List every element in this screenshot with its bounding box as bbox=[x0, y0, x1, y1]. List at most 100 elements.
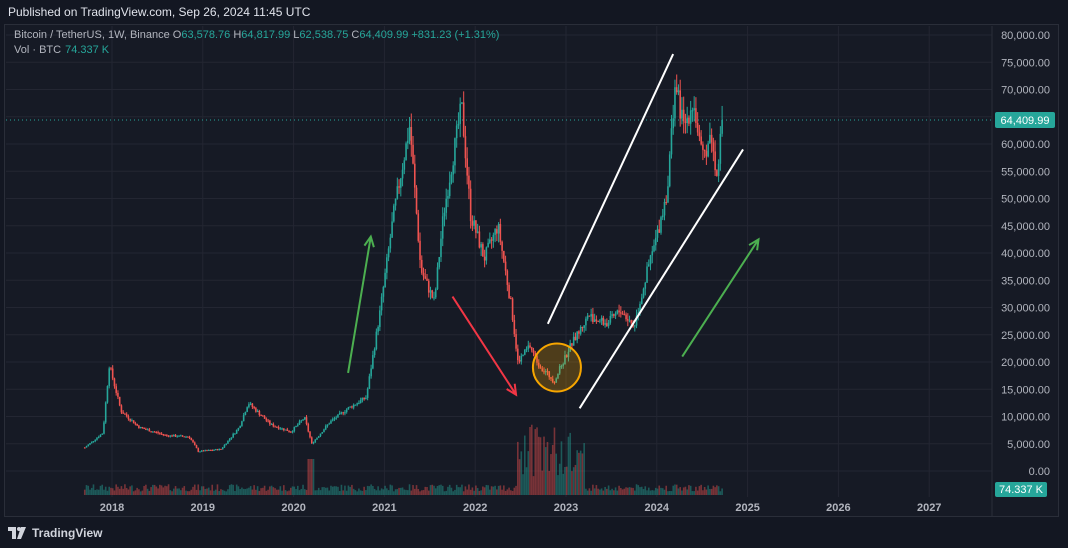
candle-body bbox=[262, 415, 264, 417]
candle-body bbox=[593, 319, 596, 322]
volume-bar bbox=[244, 489, 247, 495]
symbol-label[interactable]: Bitcoin / TetherUS, 1W, Binance bbox=[14, 29, 170, 41]
high-label: H bbox=[233, 29, 242, 41]
tradingview-brand[interactable]: TradingView bbox=[8, 526, 102, 540]
volume-bar bbox=[653, 490, 655, 495]
volume-bar bbox=[534, 429, 537, 495]
volume-bar bbox=[483, 487, 486, 495]
chart-frame[interactable] bbox=[4, 24, 1059, 517]
candle-body bbox=[565, 355, 568, 358]
volume-bar bbox=[153, 484, 156, 495]
candle-body bbox=[232, 433, 234, 438]
volume-label[interactable]: Vol · BTC bbox=[14, 44, 62, 56]
volume-bar bbox=[703, 486, 706, 495]
volume-bar bbox=[485, 484, 488, 495]
volume-bar bbox=[654, 487, 657, 495]
candle-body bbox=[422, 272, 425, 277]
change-value: +831.23 (+1.31%) bbox=[411, 29, 500, 41]
candle-body bbox=[134, 423, 137, 425]
published-text: Published on TradingView.com, Sep 26, 20… bbox=[8, 5, 311, 19]
candle-body bbox=[92, 441, 95, 443]
candle-body bbox=[307, 423, 310, 432]
candle-body bbox=[562, 364, 565, 366]
volume-bar bbox=[138, 489, 140, 495]
volume-bar bbox=[340, 484, 343, 495]
candle-body bbox=[296, 424, 299, 426]
candle-body bbox=[179, 435, 182, 437]
candle-body bbox=[99, 434, 102, 437]
candle-body bbox=[583, 325, 585, 328]
candle-body bbox=[178, 435, 180, 437]
candle-body bbox=[159, 433, 161, 435]
candle-body bbox=[288, 430, 290, 432]
candle-body bbox=[471, 221, 474, 226]
volume-bar bbox=[452, 491, 454, 495]
candle-body bbox=[588, 315, 591, 317]
candle-body bbox=[216, 449, 219, 451]
candle-body bbox=[499, 224, 502, 242]
candle-body bbox=[520, 355, 523, 362]
x-tick-label: 2021 bbox=[372, 502, 396, 514]
candle-body bbox=[536, 355, 538, 363]
volume-bar bbox=[702, 490, 704, 495]
volume-bar bbox=[567, 436, 570, 495]
volume-bar bbox=[354, 490, 357, 495]
volume-bar bbox=[185, 490, 187, 495]
volume-bar bbox=[546, 441, 549, 495]
candle-body bbox=[188, 436, 191, 438]
red-trend-arrow-head bbox=[506, 383, 518, 397]
candle-body bbox=[586, 315, 589, 319]
candle-body bbox=[211, 450, 214, 452]
candle-body bbox=[181, 435, 184, 437]
volume-bar bbox=[281, 490, 283, 495]
volume-bar bbox=[97, 489, 100, 495]
candle-body bbox=[413, 163, 416, 188]
candle-body bbox=[227, 440, 229, 444]
volume-bar bbox=[450, 487, 453, 495]
volume-bar bbox=[178, 488, 180, 495]
candle-body bbox=[309, 431, 311, 438]
volume-bar bbox=[536, 427, 538, 495]
volume-bar bbox=[326, 487, 329, 495]
volume-bar bbox=[366, 485, 369, 495]
volume-bar bbox=[515, 485, 517, 495]
volume-bar bbox=[190, 489, 193, 495]
candle-body bbox=[613, 314, 615, 316]
volume-bar bbox=[169, 490, 172, 495]
volume-bar bbox=[466, 489, 468, 495]
candle-body bbox=[122, 412, 124, 414]
candle-body bbox=[173, 434, 175, 437]
volume-bar bbox=[365, 490, 367, 495]
volume-bar bbox=[625, 487, 627, 495]
volume-bar bbox=[674, 484, 676, 495]
volume-bar bbox=[132, 491, 135, 495]
volume-bar bbox=[284, 490, 287, 495]
volume-bar bbox=[476, 488, 479, 495]
candle-body bbox=[166, 434, 168, 436]
candle-body bbox=[145, 428, 147, 430]
candle-body bbox=[204, 450, 207, 452]
volume-bar bbox=[550, 454, 552, 495]
volume-bar bbox=[530, 424, 533, 495]
volume-bar bbox=[249, 486, 252, 495]
volume-bar bbox=[166, 486, 168, 495]
volume-bar bbox=[195, 489, 198, 495]
candle-body bbox=[115, 386, 117, 393]
volume-bar bbox=[705, 489, 708, 495]
candle-body bbox=[543, 371, 545, 373]
volume-bar bbox=[419, 491, 421, 495]
candle-body bbox=[263, 416, 266, 419]
volume-bar bbox=[712, 485, 715, 495]
volume-bar bbox=[372, 485, 374, 495]
volume-bar bbox=[464, 486, 467, 495]
volume-bar bbox=[363, 486, 365, 495]
candle-body bbox=[689, 110, 692, 124]
x-tick-label: 2025 bbox=[735, 502, 759, 514]
candle-body bbox=[555, 378, 558, 383]
low-label: L bbox=[293, 29, 300, 41]
y-tick-label: 60,000.00 bbox=[1001, 139, 1050, 151]
candle-body bbox=[487, 242, 489, 248]
candle-body bbox=[633, 325, 636, 327]
green-trend-arrow-shaft bbox=[347, 236, 372, 374]
